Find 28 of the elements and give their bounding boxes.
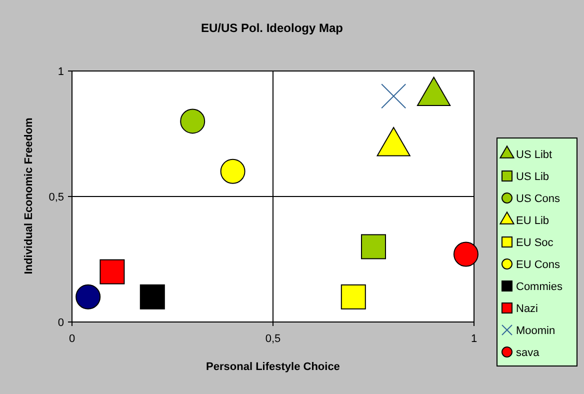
legend-label: Moomin	[516, 325, 556, 337]
y-tick-label: 0,5	[48, 192, 64, 204]
legend-label: sava	[516, 347, 540, 359]
point	[140, 284, 165, 310]
point	[100, 259, 125, 284]
chart-title: EU/US Pol. Ideology Map	[200, 21, 344, 35]
y-tick-label: 0	[58, 317, 64, 329]
legend-label: EU Soc	[516, 237, 554, 249]
y-tick-label: 1	[58, 66, 64, 78]
legend-label: US Libt	[516, 149, 552, 161]
point	[180, 108, 206, 134]
point	[361, 234, 386, 260]
point	[453, 242, 478, 267]
legend-label: Nazi	[516, 303, 538, 315]
legend-label: Commies	[516, 281, 563, 293]
legend-label: US Cons	[516, 193, 561, 205]
x-tick-label: 0	[68, 333, 76, 345]
legend-label: US Lib	[516, 171, 550, 183]
x-axis-title: Personal Lifestyle Choice	[206, 361, 340, 373]
legend-label: EU Lib	[516, 215, 550, 227]
x-tick-label: 0,5	[265, 333, 281, 345]
x-tick-label: 1	[470, 333, 478, 345]
point	[381, 84, 406, 109]
y-axis-title: Individual Economic Freedom	[23, 118, 35, 274]
point	[340, 284, 366, 310]
legend-label: EU Cons	[516, 259, 561, 271]
point	[220, 158, 246, 184]
point	[76, 284, 101, 310]
